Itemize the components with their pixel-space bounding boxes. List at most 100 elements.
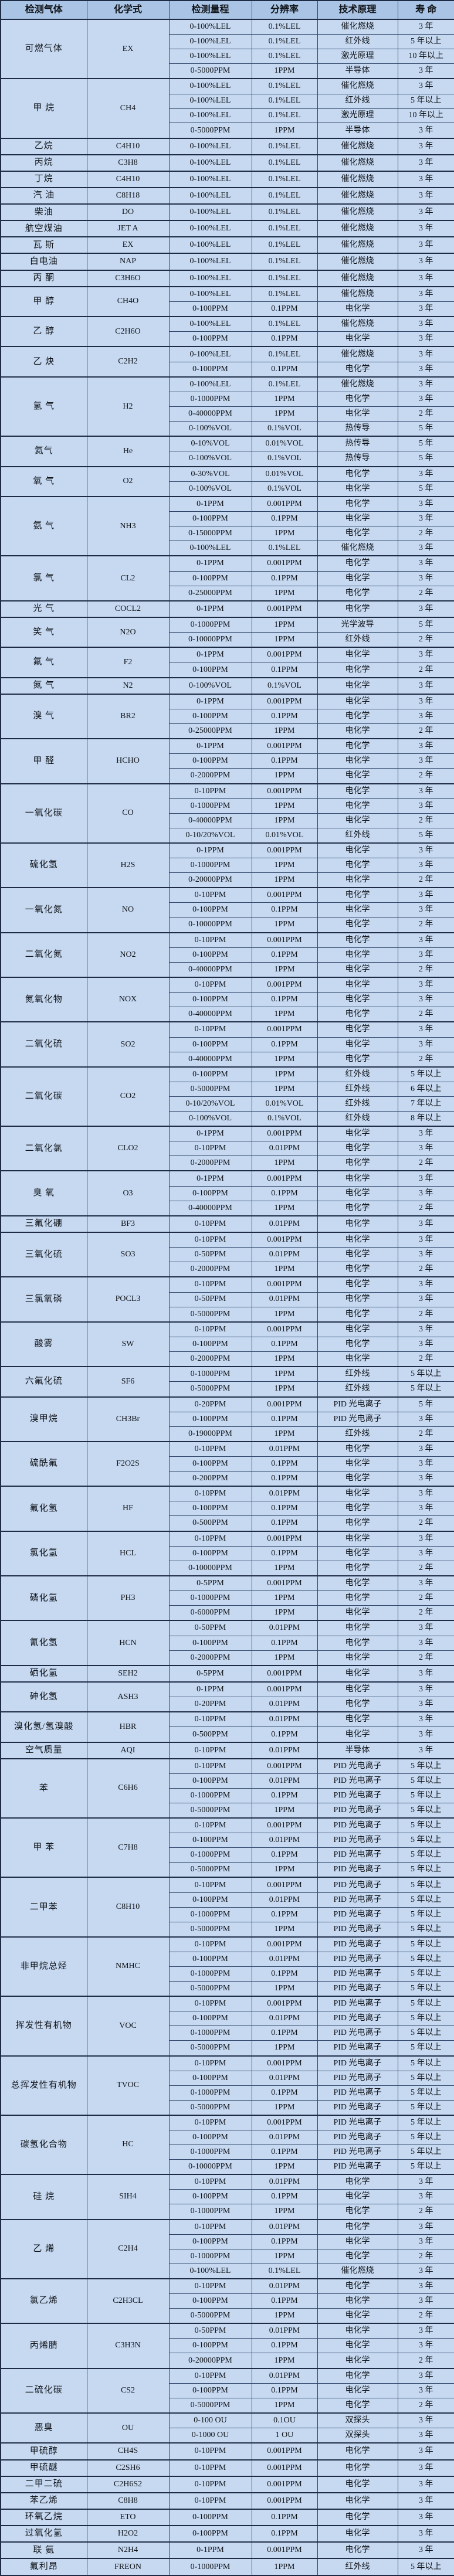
range-cell: 0-1000PPM bbox=[168, 1966, 252, 1982]
range-cell: 0-100%LEL bbox=[168, 541, 252, 556]
principle-cell: 催化燃烧 bbox=[317, 154, 398, 172]
resolution-cell: 0.001PPM bbox=[251, 1575, 318, 1592]
formula-cell: HC bbox=[86, 2114, 170, 2175]
table-row: 0-2000PPM 1PPM 电化学 2 年 bbox=[1, 1156, 454, 1171]
range-cell: 0-100PPM bbox=[168, 1952, 252, 1967]
principle-cell: PID 光电离子 bbox=[317, 2159, 398, 2175]
formula-cell: C7H8 bbox=[86, 1817, 170, 1878]
resolution-cell: 0.001PPM bbox=[251, 693, 318, 709]
principle-cell: 电化学 bbox=[317, 2353, 398, 2369]
resolution-cell: 0.1OU bbox=[251, 2412, 318, 2429]
range-cell: 0-5000PPM bbox=[168, 1306, 252, 1323]
table-row: 磷化氢 PH3 0-5PPM 0.001PPM 电化学 3 年 bbox=[0, 1575, 454, 1621]
range-cell: 0-10PPM bbox=[168, 1936, 252, 1953]
range-cell: 0-100%VOL bbox=[168, 421, 252, 437]
formula-cell: CO2 bbox=[86, 1066, 170, 1127]
principle-cell: 电化学 bbox=[317, 1051, 398, 1068]
resolution-cell: 0.1PPM bbox=[251, 662, 318, 678]
lifetime-cell: 3 年 bbox=[397, 1681, 454, 1698]
range-cell: 0-1000PPM bbox=[168, 858, 252, 874]
range-cell: 0-2000PPM bbox=[168, 1262, 252, 1277]
table-row: 乙 炔 C2H2 0-100%LEL 0.1%LEL 催化燃烧 3 年 bbox=[0, 346, 454, 378]
lifetime-cell: 3 年 bbox=[397, 2412, 454, 2429]
resolution-cell: 0.01PPM bbox=[251, 2278, 318, 2295]
formula-cell: EX bbox=[86, 236, 170, 254]
resolution-cell: 0.1PPM bbox=[251, 709, 318, 724]
table-row: 0-5000PPM 1PPM PID 光电离子 5 年以上 bbox=[1, 1980, 454, 1997]
table-row: 0-1000PPM 0.1PPM PID 光电离子 5 年以上 bbox=[1, 1847, 454, 1863]
resolution-cell: 1PPM bbox=[251, 1066, 318, 1082]
gas-name-cell: 氮 气 bbox=[0, 677, 87, 695]
principle-cell: 电化学 bbox=[317, 2174, 398, 2190]
range-cell: 0-1000PPM bbox=[168, 2085, 252, 2101]
range-cell: 0-500PPM bbox=[168, 1515, 252, 1532]
resolution-cell: 1PPM bbox=[251, 2397, 318, 2414]
resolution-cell: 0.01%VOL bbox=[251, 827, 318, 844]
principle-cell: 电化学 bbox=[317, 2278, 398, 2295]
resolution-cell: 0.1%LEL bbox=[251, 286, 318, 302]
resolution-cell: 0.001PPM bbox=[251, 2541, 318, 2559]
principle-cell: 热传导 bbox=[317, 436, 398, 452]
range-cell: 0-100%LEL bbox=[168, 316, 252, 332]
lifetime-cell: 2 年 bbox=[397, 961, 454, 978]
range-cell: 0-10PPM bbox=[168, 1021, 252, 1038]
table-row: 0-100%LEL 0.1%LEL 激光原理 10 年以上 bbox=[1, 49, 454, 64]
lifetime-cell: 5 年 bbox=[397, 421, 454, 437]
lifetime-cell: 3 年 bbox=[397, 2492, 454, 2510]
range-cell: 0-100PPM bbox=[168, 511, 252, 527]
range-cell: 0-5000PPM bbox=[168, 1081, 252, 1097]
lifetime-cell: 5 年 bbox=[397, 1396, 454, 1412]
table-row: 过氧化氢 H2O2 0-100PPM 0.1PPM 电化学 3 年 bbox=[0, 2524, 454, 2543]
formula-cell: C3H6O bbox=[86, 269, 170, 287]
table-row: 硫化氢 H2S 0-1PPM 0.001PPM 电化学 3 年 bbox=[0, 842, 454, 888]
principle-cell: 催化燃烧 bbox=[317, 346, 398, 362]
lifetime-cell: 3 年 bbox=[397, 2234, 454, 2249]
principle-cell: 电化学 bbox=[317, 887, 398, 903]
range-cell: 0-1000PPM bbox=[168, 1591, 252, 1606]
range-cell: 0-10PPM bbox=[168, 1276, 252, 1293]
range-cell: 0-100PPM bbox=[168, 1456, 252, 1472]
principle-cell: PID 光电离子 bbox=[317, 2099, 398, 2116]
principle-cell: 电化学 bbox=[317, 2323, 398, 2339]
range-cell: 0-10PPM bbox=[168, 2114, 252, 2131]
lifetime-cell: 3 年 bbox=[397, 555, 454, 572]
gas-name-cell: 二硫化碳 bbox=[0, 2367, 87, 2414]
lifetime-cell: 2 年 bbox=[397, 1605, 454, 1621]
principle-cell: 热传导 bbox=[317, 421, 398, 437]
range-cell: 0-1000PPM bbox=[168, 1787, 252, 1803]
table-row: 0-40000PPM 1PPM 电化学 2 年 bbox=[1, 1007, 454, 1022]
gas-name-cell: 硒化氢 bbox=[0, 1664, 87, 1683]
principle-cell: 电化学 bbox=[317, 1276, 398, 1293]
resolution-cell: 0.1PPM bbox=[251, 570, 318, 586]
table-row: 二硫化碳 CS2 0-10PPM 0.01PPM 电化学 3 年 bbox=[0, 2367, 454, 2414]
principle-cell: 电化学 bbox=[317, 1486, 398, 1502]
range-cell: 0-1000 OU bbox=[168, 2428, 252, 2444]
lifetime-cell: 5 年 bbox=[397, 451, 454, 467]
range-cell: 0-1000PPM bbox=[168, 1906, 252, 1922]
formula-cell: CH4S bbox=[86, 2442, 170, 2461]
principle-cell: 电化学 bbox=[317, 570, 398, 586]
resolution-cell: 0.1PPM bbox=[251, 1515, 318, 1532]
lifetime-cell: 5 年以上 bbox=[397, 1877, 454, 1893]
gas-name-cell: 氯乙烯 bbox=[0, 2278, 87, 2324]
range-cell: 0-10PPM bbox=[168, 1817, 252, 1834]
lifetime-cell: 2 年 bbox=[397, 2248, 454, 2264]
resolution-cell: 0.1PPM bbox=[251, 2508, 318, 2526]
principle-cell: 电化学 bbox=[317, 1560, 398, 1576]
lifetime-cell: 3 年 bbox=[397, 203, 454, 221]
table-row: 六氟化硫 SF6 0-1000PPM 1PPM 红外线 5 年以上 bbox=[0, 1366, 454, 1398]
principle-cell: 电化学 bbox=[317, 662, 398, 678]
lifetime-cell: 3 年 bbox=[397, 2293, 454, 2309]
range-cell: 0-1000PPM bbox=[168, 616, 252, 633]
table-row: 0-100PPM 0.1PPM 电化学 3 年 bbox=[1, 947, 454, 963]
range-cell: 0-30%VOL bbox=[168, 465, 252, 482]
lifetime-cell: 3 年 bbox=[397, 887, 454, 903]
gas-name-cell: 总挥发性有机物 bbox=[0, 2055, 87, 2116]
formula-cell: N2 bbox=[86, 677, 170, 695]
resolution-cell: 0.1%LEL bbox=[251, 316, 318, 332]
table-row: 0-10000PPM 1PPM 电化学 2 年 bbox=[1, 917, 454, 933]
table-row: 0-1000PPM 1PPM 电化学 2 年 bbox=[1, 2248, 454, 2264]
principle-cell: 电化学 bbox=[317, 961, 398, 978]
table-row: 0-1000PPM 1PPM 电化学 2 年 bbox=[1, 2204, 454, 2220]
range-cell: 0-40000PPM bbox=[168, 961, 252, 978]
